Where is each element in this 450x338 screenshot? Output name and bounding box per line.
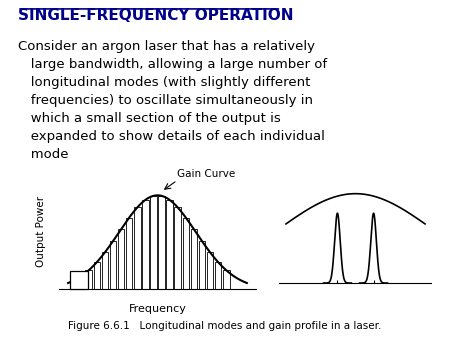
Bar xyxy=(215,262,221,289)
Bar xyxy=(126,218,132,289)
Bar xyxy=(70,271,88,289)
Bar xyxy=(142,200,148,289)
Bar xyxy=(94,262,100,289)
Text: Frequency: Frequency xyxy=(129,304,186,314)
Bar xyxy=(110,241,116,289)
Bar xyxy=(158,196,165,289)
Bar xyxy=(207,252,213,289)
Bar xyxy=(191,229,197,289)
Text: Consider an argon laser that has a relatively
   large bandwidth, allowing a lar: Consider an argon laser that has a relat… xyxy=(18,40,327,161)
Bar xyxy=(175,208,181,289)
Bar xyxy=(86,270,92,289)
Text: Figure 6.6.1   Longitudinal modes and gain profile in a laser.: Figure 6.6.1 Longitudinal modes and gain… xyxy=(68,321,382,331)
Text: Gain Curve: Gain Curve xyxy=(177,169,235,179)
Bar xyxy=(118,229,124,289)
Bar xyxy=(102,252,108,289)
Text: SINGLE-FREQUENCY OPERATION: SINGLE-FREQUENCY OPERATION xyxy=(18,8,293,23)
Bar xyxy=(199,241,205,289)
Bar xyxy=(150,196,157,289)
Bar xyxy=(166,200,173,289)
Text: Output Power: Output Power xyxy=(36,196,46,267)
Bar xyxy=(183,218,189,289)
Bar xyxy=(223,270,230,289)
Bar xyxy=(134,208,140,289)
